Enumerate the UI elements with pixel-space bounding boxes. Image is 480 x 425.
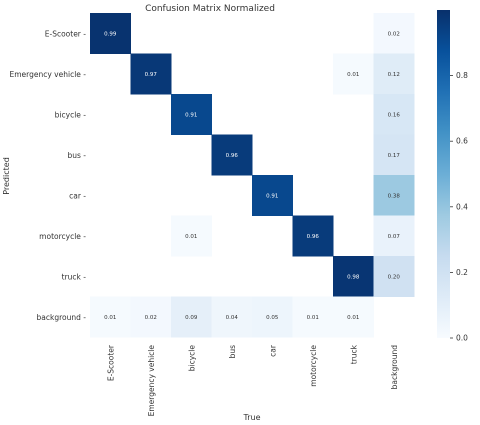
y-tick-label: motorcycle - bbox=[39, 232, 86, 241]
x-tick-label: bus bbox=[228, 345, 237, 359]
cell-value-label: 0.17 bbox=[388, 153, 401, 159]
cell-value-label: 0.01 bbox=[185, 234, 197, 240]
heatmap-cell bbox=[90, 296, 131, 338]
x-tick-label: Emergency vehicle bbox=[147, 345, 156, 417]
y-tick-label: bus - bbox=[67, 151, 86, 160]
colorbar-tick-label: 0.6 bbox=[456, 137, 468, 146]
x-tick-label: bicycle bbox=[187, 345, 196, 372]
x-tick-label: car bbox=[268, 344, 277, 357]
colorbar-tick-label: 0.0 bbox=[456, 334, 468, 343]
cell-value-label: 0.01 bbox=[347, 72, 359, 78]
chart-title: Confusion Matrix Normalized bbox=[145, 4, 275, 14]
y-tick-labels: E-Scooter - Emergency vehicle - bicycle - b… bbox=[10, 29, 87, 322]
cell-value-labels: 0.99 0.02 0.97 0.01 0.12 0.91 0.16 0.96 0.17 0.91… bbox=[104, 31, 400, 321]
heatmap-cell bbox=[333, 53, 374, 95]
x-tick-label: E-Scooter bbox=[106, 344, 115, 381]
heatmap-cell bbox=[373, 256, 415, 297]
colorbar-tick-label: 0.4 bbox=[456, 202, 468, 211]
cell-value-label: 0.12 bbox=[388, 72, 400, 78]
heatmap-cell bbox=[171, 94, 212, 135]
x-tick-label: background bbox=[390, 345, 399, 390]
heatmap-cell bbox=[292, 215, 334, 257]
cell-value-label: 0.04 bbox=[226, 315, 239, 321]
heatmap-cells bbox=[90, 13, 415, 338]
cell-value-label: 0.97 bbox=[145, 72, 158, 78]
heatmap-cell bbox=[130, 53, 172, 95]
cell-value-label: 0.16 bbox=[388, 112, 401, 118]
x-tick-labels: E-Scooter Emergency vehicle bicycle bus car m… bbox=[106, 344, 399, 416]
heatmap-cell bbox=[211, 296, 253, 338]
heatmap-cell bbox=[373, 94, 415, 135]
cell-value-label: 0.38 bbox=[388, 193, 401, 199]
colorbar-tick-label: 0.8 bbox=[456, 71, 468, 80]
cell-value-label: 0.01 bbox=[104, 315, 116, 321]
cell-value-label: 0.01 bbox=[347, 315, 359, 321]
y-tick-label: bicycle - bbox=[55, 110, 87, 119]
cell-value-label: 0.96 bbox=[307, 234, 320, 240]
y-tick-label: E-Scooter - bbox=[45, 29, 87, 38]
heatmap-cell bbox=[211, 134, 253, 176]
heatmap-cell bbox=[373, 134, 415, 176]
heatmap-cell bbox=[171, 215, 212, 257]
cell-value-label: 0.98 bbox=[347, 274, 360, 280]
heatmap-cell bbox=[171, 296, 212, 338]
cell-value-label: 0.09 bbox=[185, 315, 198, 321]
cell-value-label: 0.02 bbox=[388, 31, 400, 37]
cell-value-label: 0.02 bbox=[145, 315, 157, 321]
heatmap-cell bbox=[373, 215, 415, 257]
heatmap-cell bbox=[373, 53, 415, 95]
y-tick-label: background - bbox=[37, 313, 87, 322]
cell-value-label: 0.05 bbox=[266, 315, 279, 321]
y-tick-label: truck - bbox=[62, 272, 87, 281]
colorbar bbox=[437, 10, 450, 338]
heatmap-cell bbox=[373, 13, 415, 54]
heatmap-cell bbox=[292, 296, 334, 338]
heatmap-cell bbox=[373, 175, 415, 216]
y-tick-label: Emergency vehicle - bbox=[10, 70, 87, 79]
colorbar-ticks: 0.0 0.2 0.4 0.6 0.8 bbox=[450, 71, 468, 343]
x-tick-label: motorcycle bbox=[309, 345, 318, 387]
heatmap-cell bbox=[252, 175, 293, 216]
heatmap-cell bbox=[333, 256, 374, 297]
x-axis-label: True bbox=[243, 413, 261, 422]
heatmap-cell bbox=[252, 296, 293, 338]
heatmap-cell bbox=[90, 13, 131, 54]
colorbar-tick-label: 0.2 bbox=[456, 268, 468, 277]
cell-value-label: 0.99 bbox=[104, 31, 117, 37]
y-tick-label: car - bbox=[69, 191, 86, 200]
heatmap-cell bbox=[333, 296, 374, 338]
cell-value-label: 0.96 bbox=[226, 153, 239, 159]
cell-value-label: 0.91 bbox=[185, 112, 197, 118]
heatmap-cell bbox=[130, 296, 172, 338]
y-axis-label: Predicted bbox=[2, 157, 11, 195]
x-tick-label: truck bbox=[349, 344, 358, 364]
cell-value-label: 0.07 bbox=[388, 234, 401, 240]
cell-value-label: 0.01 bbox=[307, 315, 319, 321]
cell-value-label: 0.20 bbox=[388, 274, 401, 280]
cell-value-label: 0.91 bbox=[266, 193, 278, 199]
